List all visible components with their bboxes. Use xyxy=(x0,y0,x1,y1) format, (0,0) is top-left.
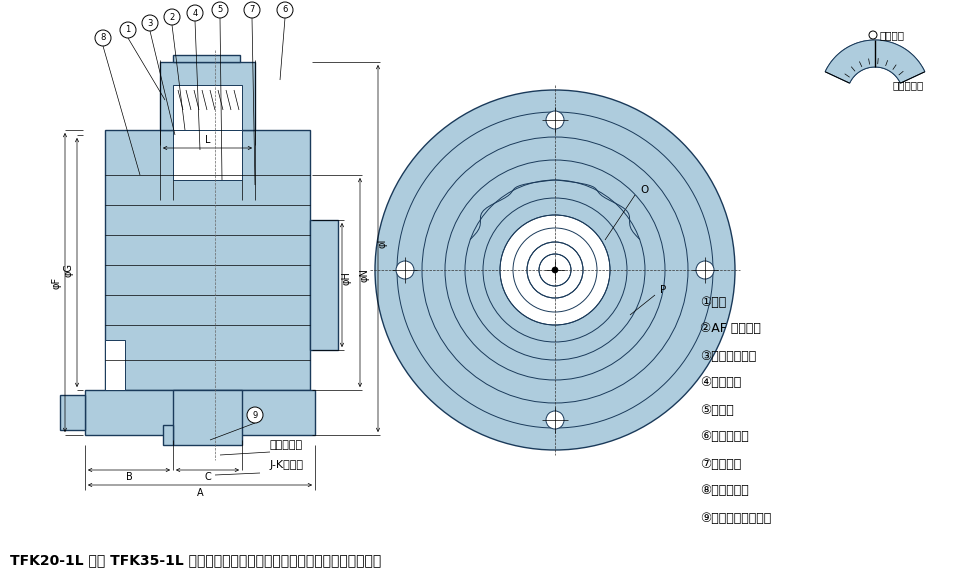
Bar xyxy=(310,220,338,350)
Text: ④プレート: ④プレート xyxy=(700,377,741,389)
Text: ⑧穴付止ネジ: ⑧穴付止ネジ xyxy=(700,485,749,497)
Bar xyxy=(105,340,125,390)
Circle shape xyxy=(375,90,735,450)
Circle shape xyxy=(869,31,877,39)
Text: O: O xyxy=(640,185,648,195)
Circle shape xyxy=(527,242,583,298)
Bar xyxy=(105,130,310,390)
Text: トルク目盛: トルク目盛 xyxy=(893,80,924,90)
Circle shape xyxy=(546,411,564,429)
Text: TFK20-1L 及び TFK35-1L には皿バネとプレートの間にスペーサが入ります。: TFK20-1L 及び TFK35-1L には皿バネとプレートの間にスペーサが入… xyxy=(10,553,381,567)
Bar xyxy=(85,390,315,435)
Text: 4: 4 xyxy=(193,9,198,17)
Text: ⑥調節ナット: ⑥調節ナット xyxy=(700,431,749,443)
Text: 2: 2 xyxy=(170,13,174,21)
Text: C: C xyxy=(204,472,211,482)
Text: ⑦ワッシヤ: ⑦ワッシヤ xyxy=(700,458,741,470)
Bar xyxy=(173,85,242,130)
Polygon shape xyxy=(826,40,924,83)
Circle shape xyxy=(696,261,714,279)
Text: P: P xyxy=(660,285,667,295)
Bar xyxy=(160,62,255,130)
Text: 7: 7 xyxy=(249,6,255,14)
Text: 3: 3 xyxy=(147,18,153,28)
Text: 合マーク: 合マーク xyxy=(880,30,905,40)
Circle shape xyxy=(546,111,564,129)
Circle shape xyxy=(277,2,293,18)
Text: トルク目盛: トルク目盛 xyxy=(270,440,303,450)
Bar xyxy=(173,390,242,445)
Text: φN: φN xyxy=(360,269,370,282)
Circle shape xyxy=(95,30,111,46)
Text: ⑨ロックスクリュー: ⑨ロックスクリュー xyxy=(700,512,771,524)
Circle shape xyxy=(500,215,610,325)
Text: B: B xyxy=(126,472,133,482)
Text: A: A xyxy=(197,488,203,498)
Circle shape xyxy=(552,267,558,273)
Circle shape xyxy=(539,254,571,286)
Bar xyxy=(173,55,240,62)
Text: φF: φF xyxy=(52,277,62,289)
Circle shape xyxy=(187,5,203,21)
Text: L: L xyxy=(204,135,210,145)
Text: φG: φG xyxy=(64,263,74,277)
Circle shape xyxy=(212,2,228,18)
Text: ②AF フランジ: ②AF フランジ xyxy=(700,323,761,335)
Text: ①ハブ: ①ハブ xyxy=(700,296,726,309)
Text: ⑤皿バネ: ⑤皿バネ xyxy=(700,404,734,416)
Circle shape xyxy=(396,261,414,279)
Text: 9: 9 xyxy=(252,411,258,420)
Text: 5: 5 xyxy=(217,6,223,14)
Text: 8: 8 xyxy=(101,33,106,43)
Text: 6: 6 xyxy=(282,6,288,14)
Circle shape xyxy=(120,22,136,38)
Text: J-Kタップ: J-Kタップ xyxy=(270,460,304,470)
Bar xyxy=(173,130,242,180)
Circle shape xyxy=(142,15,158,31)
Text: 1: 1 xyxy=(125,25,131,34)
Circle shape xyxy=(164,9,180,25)
Bar xyxy=(163,425,173,445)
Text: φH: φH xyxy=(342,271,352,285)
Circle shape xyxy=(244,2,260,18)
Text: ③すべり軸受け: ③すべり軸受け xyxy=(700,350,756,362)
Text: φI: φI xyxy=(378,239,388,248)
Bar xyxy=(60,395,85,430)
Circle shape xyxy=(247,407,263,423)
